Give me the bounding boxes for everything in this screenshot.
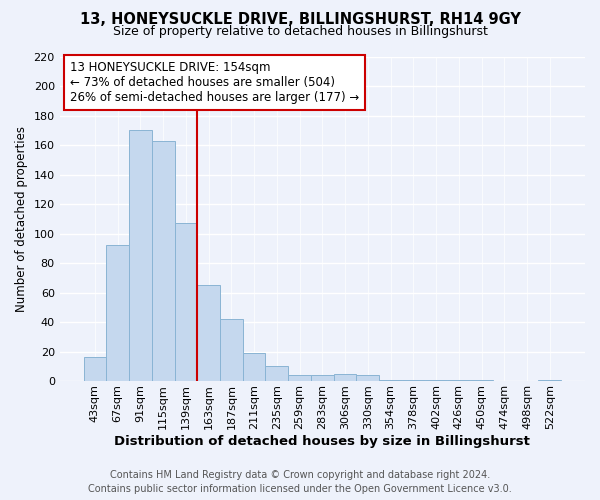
Bar — [83, 358, 106, 381]
Y-axis label: Number of detached properties: Number of detached properties — [15, 126, 28, 312]
Text: 13, HONEYSUCKLE DRIVE, BILLINGSHURST, RH14 9GY: 13, HONEYSUCKLE DRIVE, BILLINGSHURST, RH… — [80, 12, 520, 28]
Bar — [425, 380, 448, 381]
Text: Contains HM Land Registry data © Crown copyright and database right 2024.
Contai: Contains HM Land Registry data © Crown c… — [88, 470, 512, 494]
Bar — [106, 246, 129, 381]
Bar — [538, 380, 561, 381]
Text: Size of property relative to detached houses in Billingshurst: Size of property relative to detached ho… — [113, 25, 487, 38]
X-axis label: Distribution of detached houses by size in Billingshurst: Distribution of detached houses by size … — [115, 434, 530, 448]
Bar — [470, 380, 493, 381]
Bar — [379, 380, 402, 381]
Bar — [243, 353, 265, 381]
Text: 13 HONEYSUCKLE DRIVE: 154sqm
← 73% of detached houses are smaller (504)
26% of s: 13 HONEYSUCKLE DRIVE: 154sqm ← 73% of de… — [70, 62, 359, 104]
Bar — [288, 375, 311, 381]
Bar — [220, 319, 243, 381]
Bar — [129, 130, 152, 381]
Bar — [448, 380, 470, 381]
Bar — [265, 366, 288, 381]
Bar — [356, 375, 379, 381]
Bar — [175, 223, 197, 381]
Bar — [334, 374, 356, 381]
Bar — [152, 140, 175, 381]
Bar — [402, 380, 425, 381]
Bar — [197, 285, 220, 381]
Bar — [311, 375, 334, 381]
